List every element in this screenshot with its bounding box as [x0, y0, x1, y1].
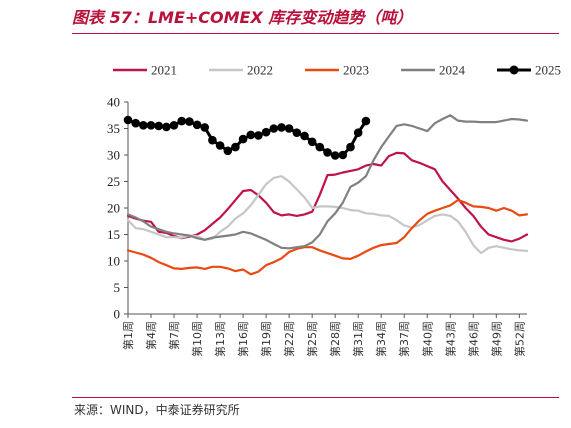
legend-label-2025: 2025 — [535, 63, 561, 78]
series-line-2024 — [126, 114, 529, 250]
x-tick-label: 第10周 — [190, 321, 204, 357]
data-point-2025 — [292, 128, 302, 137]
y-axis: 0 5 10 15 20 25 30 35 40 — [107, 95, 129, 322]
x-tick-label: 第16周 — [236, 321, 250, 357]
legend-label-2022: 2022 — [247, 63, 273, 78]
x-tick-label: 第37周 — [397, 321, 411, 357]
chart-title: 图表 57：LME+COMEX 库存变动趋势（吨） — [72, 8, 413, 27]
source-note: 来源：WIND，中泰证券研究所 — [74, 403, 240, 417]
x-tick-label: 第19周 — [259, 321, 273, 357]
data-point-2025 — [300, 131, 309, 141]
data-point-2025 — [200, 123, 209, 132]
data-point-2025 — [177, 116, 186, 126]
x-tick-label: 第4周 — [144, 321, 158, 350]
x-tick-label: 第1周 — [121, 321, 135, 350]
legend-label-2021: 2021 — [151, 63, 177, 78]
y-tick-label: 5 — [114, 280, 121, 295]
data-point-2025 — [361, 116, 371, 126]
data-point-2025 — [346, 142, 355, 152]
data-point-2025 — [338, 150, 348, 160]
y-tick-label: 15 — [107, 227, 120, 242]
data-point-2025 — [307, 137, 317, 147]
x-tick-label: 第40周 — [420, 321, 434, 357]
y-tick-label: 30 — [107, 148, 120, 163]
data-point-2025 — [208, 135, 217, 145]
legend-marker-2025 — [509, 65, 519, 75]
data-point-2025 — [246, 130, 256, 140]
data-point-2025 — [238, 134, 248, 144]
series-line-2021 — [126, 151, 529, 243]
data-point-2025 — [162, 122, 171, 132]
x-tick-label: 第22周 — [282, 321, 296, 357]
data-point-2025 — [231, 142, 240, 152]
data-point-2025 — [169, 121, 179, 130]
legend: 2021 2022 2023 2024 2025 — [113, 63, 561, 78]
data-point-2025 — [139, 121, 148, 130]
footer-divider — [72, 397, 559, 398]
data-point-2025 — [223, 146, 233, 156]
x-tick-label: 第28周 — [328, 321, 342, 357]
legend-label-2024: 2024 — [439, 63, 466, 78]
data-point-2025 — [277, 123, 286, 132]
y-tick-label: 20 — [107, 201, 120, 216]
data-point-2025 — [315, 142, 325, 152]
data-point-2025 — [131, 118, 140, 128]
data-point-2025 — [323, 148, 332, 157]
y-tick-label: 0 — [114, 307, 121, 322]
data-point-2025 — [269, 124, 279, 133]
x-tick-label: 第49周 — [489, 321, 503, 357]
series-line-2022 — [126, 175, 529, 255]
data-point-2025 — [330, 151, 340, 160]
x-tick-label: 第43周 — [443, 321, 457, 357]
x-tick-label: 第31周 — [351, 321, 365, 357]
data-point-2025 — [192, 120, 202, 130]
data-point-2025 — [146, 121, 156, 130]
chart-title-container: 图表 57：LME+COMEX 库存变动趋势（吨） — [72, 6, 559, 30]
y-tick-label: 40 — [107, 95, 120, 110]
x-tick-label: 第46周 — [466, 321, 480, 357]
x-tick-label: 第34周 — [374, 321, 388, 357]
data-point-2025 — [123, 115, 133, 125]
data-point-2025 — [254, 131, 263, 140]
y-tick-label: 10 — [107, 254, 120, 269]
data-point-2025 — [284, 124, 294, 133]
x-tick-label: 第7周 — [167, 321, 181, 350]
title-divider — [72, 33, 559, 34]
x-tick-label: 第13周 — [213, 321, 227, 357]
legend-label-2023: 2023 — [343, 63, 369, 78]
y-tick-label: 25 — [107, 174, 120, 189]
x-tick-label: 第25周 — [305, 321, 319, 357]
x-axis: 第1周 第4周 第7周 第10周 第13周 第16周 第19周 第22周 第25周 第28周 第31… — [121, 313, 527, 357]
data-point-2025 — [154, 121, 163, 131]
data-point-2025 — [215, 141, 225, 150]
data-point-2025 — [353, 128, 363, 137]
x-tick-label: 第52周 — [512, 321, 526, 357]
data-point-2025 — [185, 117, 194, 126]
y-tick-label: 35 — [107, 121, 120, 136]
data-point-2025 — [261, 127, 271, 137]
plot-area — [123, 114, 529, 276]
series-line-2023 — [126, 199, 529, 276]
